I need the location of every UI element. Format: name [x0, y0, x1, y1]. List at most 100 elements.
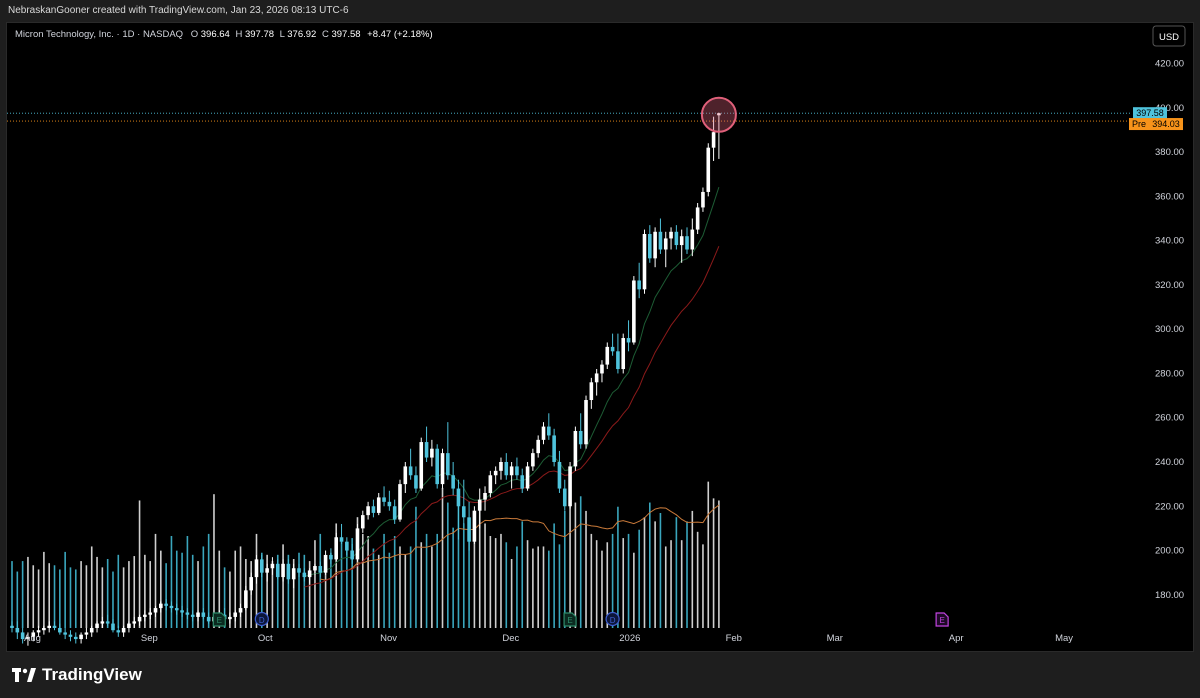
tradingview-brand[interactable]: TradingView	[12, 665, 142, 685]
event-marker-earnings[interactable]: E	[212, 612, 226, 627]
candle-body	[111, 623, 115, 631]
volume-bar	[319, 533, 322, 628]
volume-bar	[548, 550, 550, 628]
y-tick-label: 360.00	[1155, 191, 1184, 202]
footer-bar: TradingView	[0, 652, 1200, 698]
volume-bar	[213, 494, 215, 628]
volume-bar	[649, 502, 651, 628]
candle-body	[153, 608, 158, 613]
volume-bar	[558, 544, 561, 628]
candle-body	[15, 628, 20, 633]
candle-body	[669, 231, 673, 239]
candle-body	[323, 554, 328, 573]
candle-body	[419, 442, 424, 489]
volume-bar	[165, 563, 167, 628]
candle-body	[52, 625, 57, 628]
x-tick-label: May	[1055, 633, 1073, 644]
volume-bar	[712, 498, 715, 628]
volume-bar	[478, 504, 481, 628]
brand-name: TradingView	[42, 665, 142, 684]
candle-body	[302, 572, 307, 578]
candle-body	[509, 466, 514, 476]
volume-bar	[718, 500, 720, 628]
volume-bar	[553, 523, 555, 628]
dividend-marker-icon	[605, 611, 620, 627]
volume-bar	[197, 561, 199, 628]
event-marker-earnings[interactable]: E	[563, 612, 577, 627]
y-tick-label: 280.00	[1155, 368, 1184, 379]
currency-button[interactable]: USD	[1152, 25, 1186, 47]
volume-bar	[516, 546, 518, 628]
candle-body	[398, 484, 402, 520]
candle-body	[350, 550, 354, 560]
volume-bar	[521, 521, 524, 628]
volume-bar	[563, 510, 566, 628]
premarket-value: 394.03	[1152, 119, 1180, 129]
candle-body	[600, 364, 604, 374]
candle-body	[63, 632, 67, 635]
volume-bar	[266, 554, 268, 628]
volume-bar	[638, 529, 640, 628]
volume-bar	[154, 533, 157, 628]
volume-bar	[707, 481, 710, 628]
volume-bar	[452, 527, 454, 628]
volume-bar	[112, 571, 114, 628]
candle-body	[127, 623, 131, 628]
candle-body	[249, 577, 253, 591]
candle-body	[690, 229, 695, 250]
candle-body	[159, 603, 163, 609]
candle-body	[254, 559, 259, 578]
candle-body	[504, 461, 509, 476]
volume-bar	[590, 533, 593, 628]
candle-body	[73, 636, 78, 640]
y-tick-label: 240.00	[1155, 457, 1184, 468]
volume-bar	[144, 554, 146, 628]
candle-body	[190, 614, 195, 617]
price-chart[interactable]: E D E D E Micron Technology, Inc. · 1D · NAS…	[7, 23, 1193, 651]
volume-bar	[702, 544, 704, 628]
candle-body	[233, 612, 238, 617]
y-tick-label: 420.00	[1155, 59, 1184, 70]
volume-bar	[90, 546, 93, 628]
candle-body	[42, 628, 46, 631]
volume-bar	[128, 561, 130, 628]
x-tick-label: 2026	[619, 633, 640, 644]
candle-body	[589, 382, 594, 401]
candle-body	[616, 351, 620, 370]
candle-body	[658, 231, 663, 250]
candle-body	[345, 541, 349, 551]
candle-body	[339, 537, 344, 542]
volume-bar	[191, 554, 194, 628]
symbol-name: Micron Technology, Inc. · 1D · NASDAQ	[15, 29, 183, 40]
candle-body	[137, 616, 142, 622]
x-tick-label: Apr	[949, 633, 964, 644]
chart-panel[interactable]: E D E D E Micron Technology, Inc. · 1D · NAS…	[6, 22, 1194, 652]
candle-body	[467, 517, 471, 542]
volume-bar	[510, 559, 513, 628]
volume-bar	[43, 551, 45, 628]
candle-body	[10, 625, 14, 628]
candle-body	[520, 475, 525, 489]
event-marker-dividend[interactable]: D	[605, 611, 620, 627]
event-marker-earnings-upcoming[interactable]: E	[935, 612, 949, 627]
volume-bar	[489, 536, 492, 628]
candle-body	[206, 616, 211, 622]
volume-bar	[431, 546, 433, 628]
x-tick-label: Nov	[380, 633, 397, 644]
volume-bar	[611, 533, 614, 628]
candle-body	[541, 426, 546, 440]
volume-bar	[383, 533, 385, 628]
volume-bar	[21, 561, 24, 628]
volume-bar	[372, 548, 375, 628]
volume-bar	[643, 517, 646, 628]
volume-bar	[659, 513, 662, 628]
candle-body	[493, 470, 498, 476]
close-label: C	[322, 29, 329, 40]
volume-bar	[207, 533, 210, 628]
candle-body	[382, 497, 386, 502]
volume-bar	[505, 542, 508, 628]
event-marker-label: D	[259, 616, 265, 625]
volume-bar	[202, 546, 205, 628]
volume-bar	[532, 548, 534, 628]
event-marker-dividend[interactable]: D	[254, 611, 269, 627]
